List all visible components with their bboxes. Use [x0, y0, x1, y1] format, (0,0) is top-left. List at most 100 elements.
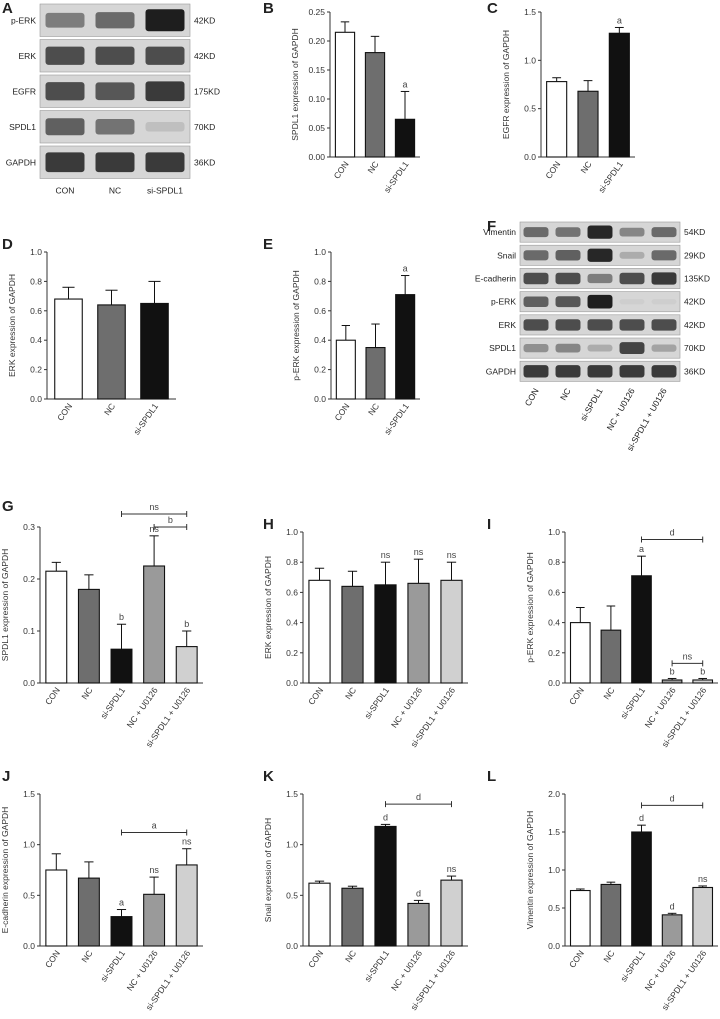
chart-l-y-label: Vimentin expression of GAPDH	[525, 811, 535, 929]
chart-g-sig-label: b	[119, 612, 124, 622]
chart-c-y-tick-label: 1.0	[524, 55, 536, 65]
panel-letter-i: I	[487, 516, 492, 533]
panel-letter-e: E	[263, 236, 274, 253]
panel-letter-d: D	[2, 236, 13, 253]
blot-f-band	[555, 272, 581, 285]
chart-h-sig-label: ns	[381, 550, 391, 560]
chart-h-y-tick-label: 0.8	[286, 557, 298, 567]
chart-g-bracket-label: ns	[149, 502, 159, 512]
blot-f-band	[651, 319, 677, 331]
chart-k-y-tick-label: 1.5	[286, 789, 298, 799]
blot-f-protein-label: GAPDH	[486, 366, 516, 376]
panel-letter-h: H	[263, 516, 274, 533]
blot-a-lane-label: NC	[109, 186, 121, 196]
chart-l-x-tick-label: NC	[601, 948, 616, 964]
chart-h-x-tick-label: CON	[306, 685, 325, 706]
blot-a-kd-label: 42KD	[194, 51, 215, 61]
chart-i-y-tick-label: 0.6	[548, 587, 560, 597]
blot-f-lane-label: NC	[558, 386, 573, 402]
chart-b-y-tick-label: 0.05	[308, 123, 325, 133]
blot-f-kd-label: 36KD	[684, 366, 705, 376]
panel-letter-b: B	[263, 0, 274, 17]
chart-k-sig-label: d	[383, 812, 388, 822]
blot-a-band	[45, 46, 85, 65]
blot-f-band	[651, 227, 677, 238]
chart-j-y-tick-label: 0.0	[23, 941, 35, 951]
blot-f-band	[619, 365, 645, 378]
blot-a-band	[95, 152, 135, 173]
chart-g-bar	[110, 648, 133, 684]
blot-f-protein-label: Snail	[497, 250, 516, 260]
blot-a-band	[95, 82, 135, 101]
chart-j-bar	[45, 869, 68, 947]
blot-a-protein-label: SPDL1	[9, 122, 36, 132]
chart-b-y-tick-label: 0.10	[308, 94, 325, 104]
chart-d-y-tick-label: 0.8	[30, 276, 42, 286]
panel-letter-f: F	[487, 218, 497, 235]
blot-f-protein-label: Vimentin	[483, 227, 516, 237]
chart-e-y-tick-label: 1.0	[314, 247, 326, 257]
blot-f-band	[587, 225, 613, 239]
chart-h-y-tick-label: 0.2	[286, 648, 298, 658]
chart-l-bar	[692, 886, 714, 947]
chart-k-sig-label: d	[416, 888, 421, 898]
blot-f-band	[619, 342, 645, 355]
chart-b-y-tick-label: 0.20	[308, 36, 325, 46]
chart-i-sig-label: b	[700, 666, 705, 676]
chart-g-x-tick-label: NC + U0126	[125, 685, 160, 729]
chart-g-sig-label: b	[184, 619, 189, 629]
chart-e-y-label: p-ERK expression of GAPDH	[291, 270, 301, 381]
chart-b-y-tick-label: 0.15	[308, 65, 325, 75]
chart-h-y-tick-label: 0.4	[286, 618, 298, 628]
chart-c-x-tick-label: si-SPDL1	[596, 159, 625, 194]
chart-d-x-tick-label: si-SPDL1	[131, 401, 160, 436]
chart-e-y-tick-label: 0.4	[314, 335, 326, 345]
chart-i-bracket-label: ns	[683, 651, 693, 661]
chart-g-bar	[175, 646, 198, 684]
blot-f-band	[523, 227, 549, 238]
chart-c-y-tick-label: 0.5	[524, 104, 536, 114]
blot-a-lane-label: CON	[56, 186, 75, 196]
blot-f-band	[619, 251, 645, 259]
chart-k-x-tick-label: si-SPDL1	[362, 948, 391, 983]
chart-c-y-label: EGFR expression of GAPDH	[501, 30, 511, 139]
chart-d-y-tick-label: 1.0	[30, 247, 42, 257]
panel-letter-c: C	[487, 0, 498, 17]
chart-l-bar	[661, 914, 683, 947]
blot-a-kd-label: 42KD	[194, 15, 215, 25]
chart-c-bar	[577, 90, 599, 158]
chart-e-bar	[365, 346, 386, 400]
chart-g-x-tick-label: CON	[43, 685, 62, 706]
chart-i-y-tick-label: 1.0	[548, 527, 560, 537]
chart-k-sig-label: ns	[447, 864, 457, 874]
chart-i-x-tick-label: CON	[567, 685, 586, 706]
blot-f-kd-label: 42KD	[684, 320, 705, 330]
chart-g-x-tick-label: NC	[79, 685, 94, 701]
blot-a-band	[145, 121, 185, 132]
chart-l-bar	[631, 831, 652, 947]
blot-f-band	[523, 343, 549, 353]
blot-f-band	[523, 319, 549, 331]
chart-e-y-tick-label: 0.0	[314, 394, 326, 404]
chart-k-x-tick-label: NC + U0126	[389, 948, 424, 992]
chart-l-x-tick-label: CON	[567, 948, 586, 969]
chart-j-y-tick-label: 1.5	[23, 789, 35, 799]
chart-b-sig-label: a	[402, 79, 407, 89]
chart-e-x-tick-label: CON	[332, 401, 351, 422]
chart-i-y-label: p-ERK expression of GAPDH	[525, 552, 535, 663]
chart-e-y-tick-label: 0.2	[314, 365, 326, 375]
chart-b-x-tick-label: NC	[365, 159, 380, 175]
chart-j-y-tick-label: 1.0	[23, 840, 35, 850]
chart-l-y-tick-label: 0.5	[548, 903, 560, 913]
chart-l-sig-label: d	[670, 901, 675, 911]
chart-e-bar	[335, 339, 356, 400]
panel-letter-k: K	[263, 768, 274, 785]
chart-l-sig-label: ns	[698, 874, 708, 884]
chart-g-y-tick-label: 0.2	[23, 574, 35, 584]
blot-f-band	[555, 319, 581, 331]
blot-a-band	[45, 82, 85, 101]
blot-f-band	[651, 250, 677, 261]
chart-i-bar	[569, 622, 591, 684]
blot-f-band	[555, 250, 581, 261]
chart-g-x-tick-label: si-SPDL1	[98, 685, 127, 720]
